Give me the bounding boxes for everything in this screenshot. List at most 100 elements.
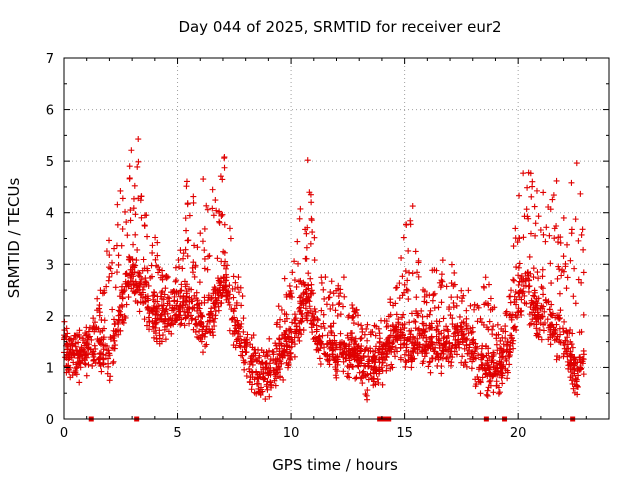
data-point — [454, 294, 461, 301]
data-point — [166, 295, 173, 302]
data-point — [560, 253, 567, 260]
data-point — [533, 295, 540, 302]
data-point — [276, 345, 283, 352]
data-point — [161, 291, 168, 298]
data-point — [161, 326, 168, 333]
data-point — [207, 308, 214, 315]
data-point — [384, 338, 391, 345]
data-point — [162, 306, 169, 313]
data-point — [392, 353, 399, 360]
data-point — [453, 351, 460, 358]
data-point — [414, 312, 421, 319]
data-point — [172, 264, 179, 271]
data-point — [575, 372, 582, 379]
data-point — [479, 361, 486, 368]
data-point — [178, 316, 185, 323]
data-point — [531, 203, 538, 210]
data-point — [498, 325, 505, 332]
data-point — [340, 303, 347, 310]
data-point — [463, 307, 470, 314]
data-point — [123, 219, 130, 226]
data-point — [184, 313, 191, 320]
data-point — [329, 351, 336, 358]
data-point — [126, 163, 133, 170]
data-point — [487, 295, 494, 302]
data-point — [577, 190, 584, 197]
data-point — [556, 338, 563, 345]
data-point — [346, 312, 353, 319]
data-point — [493, 332, 500, 339]
data-point — [364, 387, 371, 394]
data-point — [103, 248, 110, 255]
data-point — [196, 328, 203, 335]
data-point — [437, 284, 444, 291]
data-point — [450, 283, 457, 290]
data-point — [568, 369, 575, 376]
data-point — [523, 206, 530, 213]
data-point — [529, 299, 536, 306]
data-point — [105, 264, 112, 271]
data-point — [72, 369, 79, 376]
data-point — [268, 381, 275, 388]
data-point — [300, 302, 307, 309]
data-point — [101, 317, 108, 324]
data-point — [380, 342, 387, 349]
data-point — [363, 372, 370, 379]
data-point — [337, 330, 344, 337]
data-point — [332, 346, 339, 353]
data-point — [260, 364, 267, 371]
data-point — [119, 226, 126, 233]
data-point — [404, 287, 411, 294]
data-point — [559, 267, 566, 274]
data-point — [199, 332, 206, 339]
data-point — [81, 348, 88, 355]
data-point — [219, 292, 226, 299]
data-point — [375, 356, 382, 363]
data-point — [497, 345, 504, 352]
data-point — [132, 231, 139, 238]
data-point — [284, 342, 291, 349]
data-point — [289, 269, 296, 276]
data-point — [283, 327, 290, 334]
data-point — [248, 335, 255, 341]
data-point — [216, 219, 223, 226]
data-point — [545, 204, 552, 211]
data-point — [132, 211, 139, 218]
data-point — [451, 325, 458, 332]
data-point — [119, 303, 126, 310]
data-point — [233, 299, 240, 306]
data-point — [543, 299, 550, 306]
data-point — [573, 378, 580, 385]
data-point — [77, 364, 84, 371]
data-point — [563, 285, 570, 292]
data-point — [298, 318, 305, 325]
data-point — [197, 230, 204, 237]
data-point — [493, 341, 500, 348]
data-point — [492, 368, 499, 375]
data-point — [186, 212, 193, 219]
data-point — [219, 284, 226, 291]
data-point — [387, 296, 394, 303]
data-point — [421, 329, 428, 336]
data-point — [498, 361, 505, 368]
data-point — [231, 322, 238, 329]
data-point — [298, 293, 305, 300]
data-point — [140, 289, 147, 296]
data-point — [241, 366, 248, 373]
data-point — [111, 345, 118, 352]
data-point — [226, 225, 233, 232]
data-point — [206, 252, 213, 259]
data-point — [162, 273, 169, 280]
data-point — [218, 212, 225, 219]
data-point — [449, 354, 456, 361]
data-point — [482, 366, 489, 373]
x-tick-label: 5 — [173, 426, 181, 441]
data-point — [62, 333, 69, 340]
data-point — [485, 361, 492, 368]
data-point — [392, 326, 399, 333]
data-point — [294, 238, 301, 245]
data-point — [390, 323, 397, 330]
data-point — [291, 334, 298, 341]
data-point — [447, 362, 454, 369]
